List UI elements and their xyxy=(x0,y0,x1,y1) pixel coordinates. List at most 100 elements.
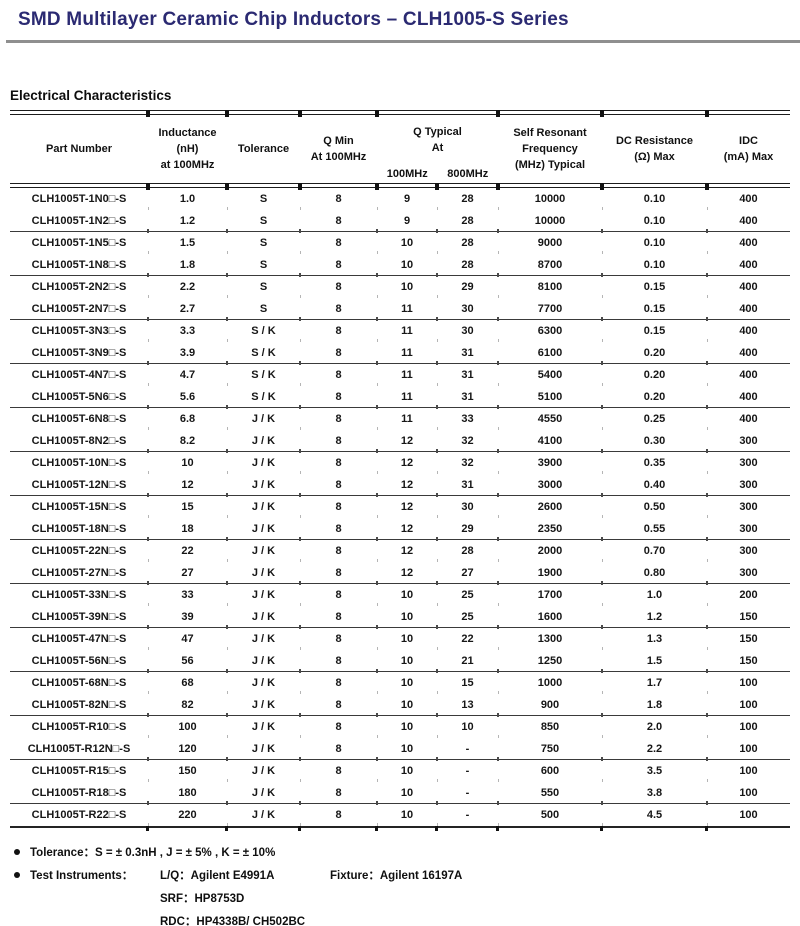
value-cell: 6300 xyxy=(498,320,603,342)
part-number-cell: CLH1005T-47N□-S xyxy=(10,628,149,650)
value-cell: 10 xyxy=(377,276,438,298)
table-row: CLH1005T-12N□-S 12 J / K 8 12 31 3000 0.40 300 xyxy=(10,474,790,497)
part-number-cell: CLH1005T-6N8□-S xyxy=(10,408,149,430)
column-boundary-tick xyxy=(496,109,500,117)
table-row: CLH1005T-R15□-S 150 J / K 8 10-600 3.5 100 xyxy=(10,760,790,782)
value-cell: 22 xyxy=(148,540,228,562)
value-cell: 6100 xyxy=(498,342,603,365)
column-boundary-tick xyxy=(146,109,150,117)
value-cell: S / K xyxy=(227,364,301,386)
value-cell: 0.40 xyxy=(602,474,708,497)
header-q-typical-group: Q Typical At 100MHz 800MHz xyxy=(377,115,498,183)
value-cell: 0.20 xyxy=(602,364,708,386)
table-row: CLH1005T-3N3□-S 3.3 S / K 8 11 30 6300 0.15 400 xyxy=(10,320,790,342)
column-boundary-tick xyxy=(146,826,149,831)
value-cell: 150 xyxy=(148,760,228,782)
column-boundary-tick xyxy=(600,826,603,831)
value-cell: 2.0 xyxy=(602,716,708,738)
value-cell: 22 xyxy=(437,628,499,650)
value-cell: 400 xyxy=(739,413,758,425)
value-cell: J / K xyxy=(227,496,301,518)
value-cell: 10000 xyxy=(498,210,603,233)
value-cell: 3.3 xyxy=(148,320,228,342)
value-cell: 0.15 xyxy=(602,276,708,298)
header-q-typical: Q Typical At xyxy=(413,125,462,154)
value-cell: 0.15 xyxy=(602,320,708,342)
part-number-cell: CLH1005T-R10□-S xyxy=(10,716,149,738)
value-cell: 8 xyxy=(300,628,378,650)
part-number-cell: CLH1005T-R12N□-S xyxy=(10,738,149,761)
value-cell: 2.7 xyxy=(148,298,228,321)
table-row: CLH1005T-15N□-S 15 J / K 8 12 30 2600 0.50 300 xyxy=(10,496,790,518)
value-cell: 3.9 xyxy=(148,342,228,365)
value-cell: 10 xyxy=(377,254,438,277)
value-cell: 220 xyxy=(148,804,228,826)
value-cell: J / K xyxy=(227,408,301,430)
part-number-cell: CLH1005T-R18□-S xyxy=(10,782,149,805)
value-cell: 12 xyxy=(377,452,438,474)
value-cell: 0.50 xyxy=(602,496,708,518)
value-cell: 400 xyxy=(739,390,758,403)
table-row: CLH1005T-68N□-S 68 J / K 8 10 15 1000 1.7 100 xyxy=(10,672,790,694)
column-boundary-tick xyxy=(600,182,604,190)
column-boundary-tick xyxy=(705,826,708,831)
value-cell: 300 xyxy=(739,566,758,579)
value-cell: 400 xyxy=(739,193,758,205)
value-cell: 2350 xyxy=(498,518,603,541)
value-cell: 32 xyxy=(437,452,499,474)
part-number-cell: CLH1005T-1N5□-S xyxy=(10,232,149,254)
value-cell: 3.5 xyxy=(602,760,708,782)
value-cell: 1600 xyxy=(498,606,603,629)
part-number-cell: CLH1005T-82N□-S xyxy=(10,694,149,717)
value-cell: 8 xyxy=(300,540,378,562)
part-number-cell: CLH1005T-18N□-S xyxy=(10,518,149,541)
value-cell: 10 xyxy=(377,628,438,650)
value-cell: 11 xyxy=(377,298,438,321)
header-bottom-rule xyxy=(10,182,790,190)
column-boundary-tick xyxy=(705,109,709,117)
part-number-cell: CLH1005T-39N□-S xyxy=(10,606,149,629)
value-cell: 30 xyxy=(437,496,499,518)
value-cell: 100 xyxy=(739,809,758,821)
value-cell: 300 xyxy=(739,545,758,557)
part-number-cell: CLH1005T-33N□-S xyxy=(10,584,149,606)
value-cell: 32 xyxy=(437,430,499,453)
value-cell: 1.0 xyxy=(602,584,708,606)
value-cell: 25 xyxy=(437,584,499,606)
value-cell: 150 xyxy=(739,610,758,623)
value-cell: 15 xyxy=(437,672,499,694)
value-cell: 100 xyxy=(739,742,758,755)
value-cell: 1.7 xyxy=(602,672,708,694)
value-cell: 5100 xyxy=(498,386,603,409)
value-cell: 29 xyxy=(437,276,499,298)
header-q-typical-800mhz: 800MHz xyxy=(447,167,489,180)
column-boundary-tick xyxy=(375,182,379,190)
header-q-min: Q Min At 100MHz xyxy=(310,135,367,163)
value-cell: 8 xyxy=(300,320,378,342)
value-cell: S xyxy=(227,254,301,277)
table-top-rule xyxy=(10,109,790,117)
column-boundary-tick xyxy=(225,826,228,831)
value-cell: 47 xyxy=(148,628,228,650)
table-row: CLH1005T-R10□-S 100 J / K 8 10 10 850 2.0 100 xyxy=(10,716,790,738)
value-cell: 8 xyxy=(300,452,378,474)
page-title: SMD Multilayer Ceramic Chip Inductors – … xyxy=(18,9,569,30)
value-cell: 400 xyxy=(739,281,758,293)
value-cell: 0.35 xyxy=(602,452,708,474)
section-heading: Electrical Characteristics xyxy=(10,88,172,103)
value-cell: 11 xyxy=(377,320,438,342)
column-boundary-tick xyxy=(225,109,229,117)
value-cell: 400 xyxy=(739,258,758,271)
value-cell: 8 xyxy=(300,738,378,761)
table-row: CLH1005T-2N7□-S 2.7 S 8 11 30 7700 0.15 400 xyxy=(10,298,790,321)
table-row: CLH1005T-10N□-S 10 J / K 8 12 32 3900 0.35 300 xyxy=(10,452,790,474)
value-cell: 8 xyxy=(300,430,378,453)
value-cell: 400 xyxy=(739,369,758,381)
value-cell: J / K xyxy=(227,562,301,585)
value-cell: 2600 xyxy=(498,496,603,518)
value-cell: 400 xyxy=(739,214,758,227)
value-cell: 8 xyxy=(300,210,378,233)
srf-instrument-note: SRF：HP8753D xyxy=(14,891,244,905)
value-cell: 10000 xyxy=(498,188,603,210)
value-cell: S xyxy=(227,276,301,298)
